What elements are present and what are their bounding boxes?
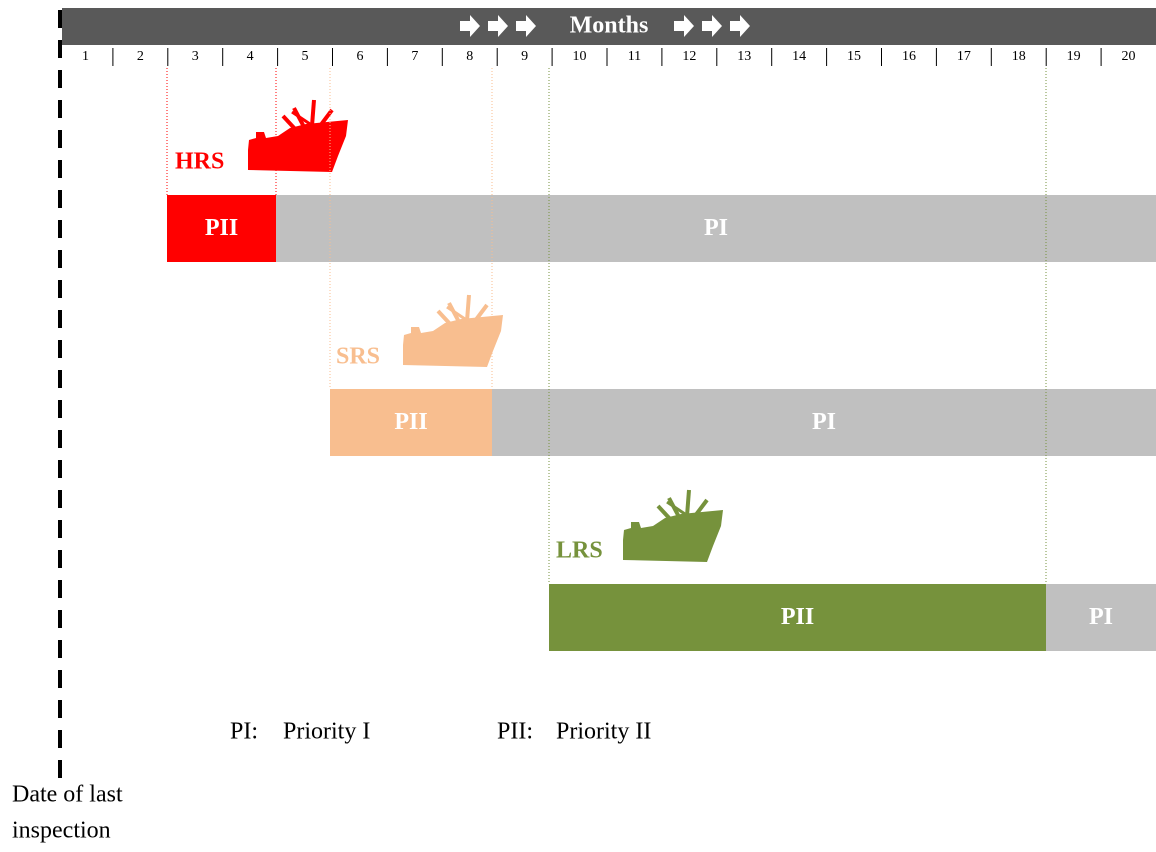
footer-line: Date of last: [12, 782, 123, 808]
month-label: 3: [192, 49, 199, 64]
month-label: 18: [1012, 49, 1026, 64]
month-label: 6: [356, 49, 363, 64]
footer-line: inspection: [12, 818, 111, 844]
month-label: 20: [1122, 49, 1136, 64]
priority-label: PII: [205, 215, 238, 241]
legend-term: PII:: [497, 719, 533, 745]
month-label: 19: [1067, 49, 1081, 64]
month-label: 7: [411, 49, 418, 64]
ship-icon: [401, 293, 505, 369]
priority-bar: [492, 389, 1156, 456]
header-arrows-right: [674, 15, 750, 37]
priority-label: PI: [1089, 604, 1113, 630]
header-bar: [62, 8, 1156, 45]
ship-icon: [246, 98, 350, 174]
priority-label: PII: [394, 409, 427, 435]
month-label: 17: [957, 49, 971, 64]
header-arrows-left: [460, 15, 536, 37]
priority-bar: [330, 389, 492, 456]
month-label: 12: [682, 49, 696, 64]
month-label: 13: [737, 49, 751, 64]
month-label: 15: [847, 49, 861, 64]
month-label: 9: [521, 49, 528, 64]
ship-icon: [621, 488, 725, 564]
row-label: SRS: [336, 344, 380, 370]
header-title: Months: [570, 13, 649, 39]
priority-label: PI: [704, 215, 728, 241]
priority-bar: [1046, 584, 1156, 651]
priority-label: PI: [812, 409, 836, 435]
month-label: 10: [573, 49, 587, 64]
priority-bar: [167, 195, 276, 262]
row-label: HRS: [175, 149, 224, 175]
month-label: 16: [902, 49, 916, 64]
priority-label: PII: [781, 604, 814, 630]
legend-desc: Priority I: [283, 719, 370, 745]
month-label: 11: [628, 49, 641, 64]
month-label: 4: [247, 49, 254, 64]
month-label: 1: [82, 49, 89, 64]
month-label: 8: [466, 49, 473, 64]
legend-desc: Priority II: [556, 719, 651, 745]
row-label: LRS: [556, 538, 603, 564]
priority-bar: [276, 195, 1156, 262]
priority-bar: [549, 584, 1046, 651]
month-label: 14: [792, 49, 806, 64]
legend-term: PI:: [230, 719, 258, 745]
month-label: 5: [302, 49, 309, 64]
month-label: 2: [137, 49, 144, 64]
